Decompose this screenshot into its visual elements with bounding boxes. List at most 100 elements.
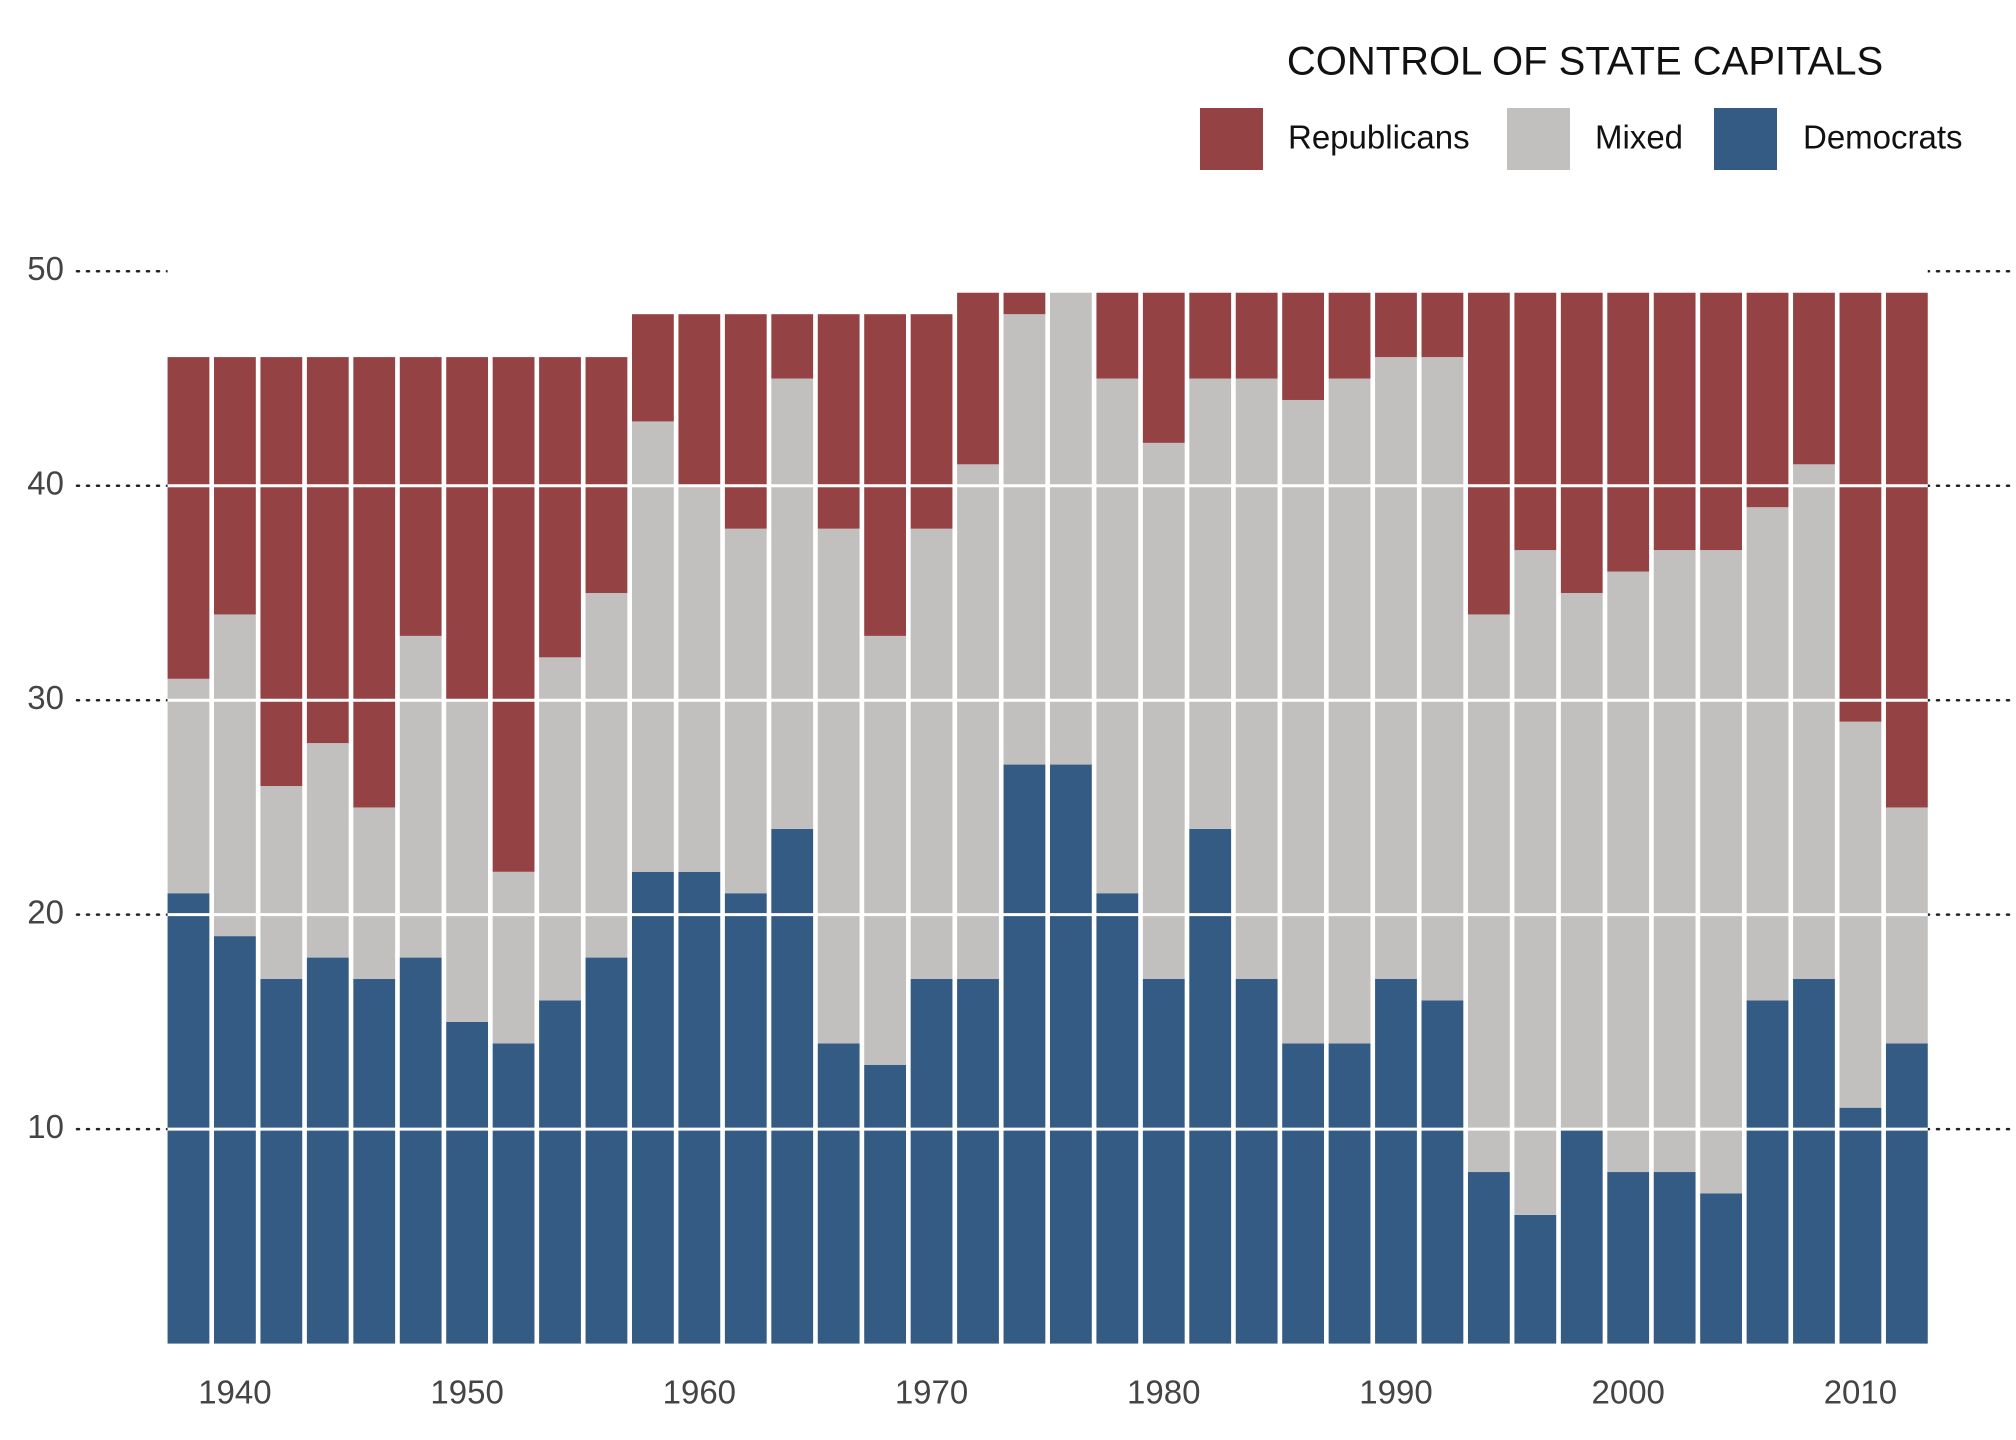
legend-swatch [1507, 108, 1570, 170]
bar-segment [446, 357, 489, 701]
bar-segment [1746, 292, 1789, 508]
bar-segment [817, 528, 860, 1044]
bar-segment [724, 528, 767, 894]
bar-segment [1885, 807, 1928, 1044]
legend-label: Republicans [1288, 119, 1470, 156]
bar-segment [1560, 292, 1603, 593]
x-tick-label: 1960 [663, 1374, 736, 1411]
bar-segment [1282, 399, 1324, 1044]
bar-segment [492, 871, 535, 1044]
bar-segment [1282, 1043, 1324, 1344]
bar-segment [1514, 1214, 1557, 1344]
bar-segment [1003, 314, 1046, 765]
bar-segment [446, 1021, 489, 1344]
bar-segment [1839, 1107, 1882, 1344]
bar-segment [1235, 378, 1278, 980]
x-tick-label: 2000 [1591, 1374, 1664, 1411]
bar-segment [446, 700, 489, 1022]
legend-label: Mixed [1595, 119, 1683, 156]
bar-segment [724, 893, 767, 1344]
bar-segment [353, 979, 396, 1344]
bar-segment [1096, 378, 1139, 894]
bar-segment [957, 292, 999, 465]
bar-segment [353, 807, 396, 980]
bar-segment [1885, 292, 1928, 808]
bar-segment [260, 786, 303, 980]
bar-segment [1142, 442, 1185, 980]
bar-segment [910, 979, 953, 1344]
bar-segment [306, 957, 349, 1344]
bar-segment [1746, 1000, 1789, 1344]
bar-segment [306, 357, 349, 744]
bar-segment [539, 657, 581, 1001]
bar-segment [260, 979, 303, 1344]
bar-segment [1375, 292, 1417, 358]
bar-segment [1793, 292, 1835, 465]
bar-segment [1282, 292, 1324, 400]
bar-segment [1653, 292, 1696, 551]
bar-segment [1560, 1129, 1603, 1344]
x-tick-label: 1980 [1127, 1374, 1200, 1411]
bar-segment [910, 528, 953, 980]
bar-segment [1189, 378, 1232, 829]
y-tick-label: 30 [27, 679, 64, 716]
bar-segment [1235, 292, 1278, 379]
bar-segment [1421, 292, 1464, 358]
bar-segment [771, 314, 814, 379]
bar-segment [1235, 979, 1278, 1344]
bar-segment [1746, 507, 1789, 1001]
x-tick-label: 2010 [1824, 1374, 1897, 1411]
bar-segment [771, 378, 814, 829]
bar-segment [492, 1043, 535, 1344]
bar-segment [167, 678, 210, 894]
bar-segment [1049, 764, 1092, 1344]
bar-segment [678, 485, 721, 872]
bar-segment [864, 314, 907, 636]
bar-segment [539, 357, 581, 658]
bar-segment [631, 421, 674, 872]
bar-segment [957, 979, 999, 1344]
x-tick-label: 1990 [1359, 1374, 1432, 1411]
bar-segment [1700, 292, 1742, 551]
bar-segment [817, 1043, 860, 1344]
bar-segment [1096, 292, 1139, 379]
bar-segment [167, 357, 210, 679]
bar-segment [1049, 292, 1092, 765]
bar-segment [910, 314, 953, 529]
bar-segment [1189, 292, 1232, 379]
bar-segment [864, 635, 907, 1065]
bar-segment [1421, 357, 1464, 1001]
bar-segment [492, 357, 535, 872]
bar-segment [260, 357, 303, 787]
y-tick-label: 10 [27, 1108, 64, 1145]
bar-segment [1700, 550, 1742, 1194]
legend-swatch [1200, 108, 1263, 170]
bar-segment [1421, 1000, 1464, 1344]
bar-segment [585, 592, 628, 958]
bar-segment [1003, 764, 1046, 1344]
bar-segment [631, 871, 674, 1344]
x-tick-label: 1970 [895, 1374, 968, 1411]
bar-segment [1793, 979, 1835, 1344]
bar-segment [724, 314, 767, 529]
bar-segment [678, 314, 721, 486]
bar-segment [631, 314, 674, 422]
bar-segment [957, 464, 999, 980]
legend-swatch [1714, 108, 1777, 170]
y-tick-label: 20 [27, 893, 64, 930]
x-tick-label: 1940 [198, 1374, 271, 1411]
bar-segment [1607, 292, 1650, 572]
bar-segment [306, 743, 349, 958]
bar-segment [1607, 571, 1650, 1173]
bar-segment [1328, 292, 1371, 379]
bar-segment [864, 1064, 907, 1344]
bar-segment [1700, 1193, 1742, 1344]
bar-segment [771, 828, 814, 1344]
bar-segment [1375, 979, 1417, 1344]
bar-segment [1003, 292, 1046, 315]
bar-segment [214, 614, 256, 937]
y-tick-label: 40 [27, 464, 64, 501]
bar-segment [585, 957, 628, 1344]
bar-segment [1514, 550, 1557, 1215]
